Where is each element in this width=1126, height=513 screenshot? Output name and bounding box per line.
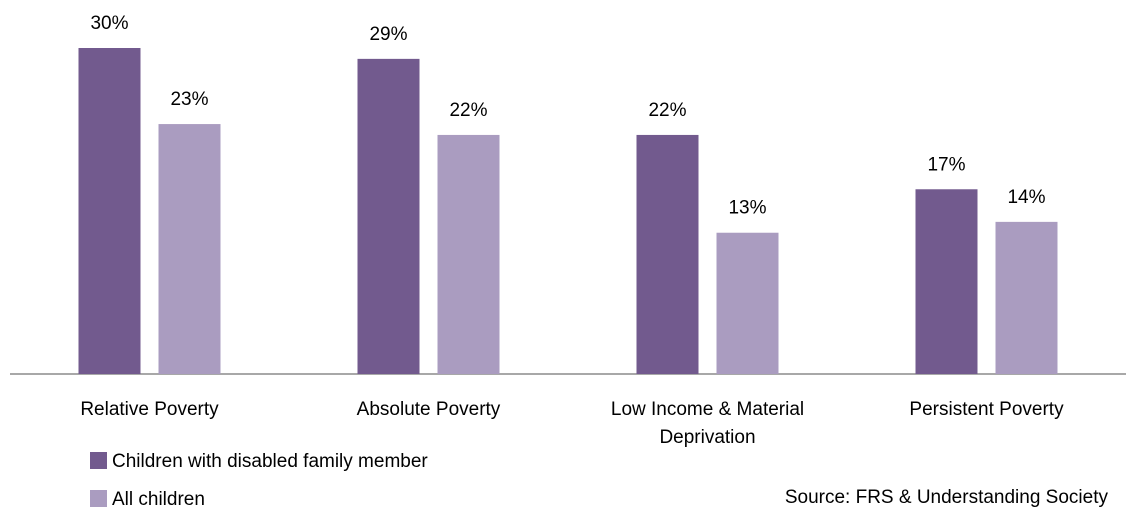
data-label: 22% — [648, 100, 686, 121]
bar — [437, 134, 500, 374]
legend-label: All children — [112, 489, 205, 510]
bar — [716, 232, 779, 374]
x-tick-label: Absolute Poverty — [356, 399, 501, 420]
data-label: 14% — [1007, 187, 1045, 208]
x-tick-label: Relative Poverty — [80, 399, 219, 420]
data-label: 29% — [369, 24, 407, 45]
bar — [915, 189, 978, 374]
bar — [357, 58, 420, 374]
bar — [158, 124, 221, 374]
data-label: 23% — [170, 89, 208, 110]
bar — [78, 48, 141, 374]
bar — [995, 221, 1058, 374]
data-label: 30% — [90, 13, 128, 34]
data-label: 13% — [728, 198, 766, 219]
bar — [636, 134, 699, 374]
legend-label: Children with disabled family member — [112, 451, 428, 472]
x-tick-label: Persistent Poverty — [909, 399, 1064, 420]
x-tick-label: Low Income & Material Deprivation — [610, 399, 805, 448]
source-note: Source: FRS & Understanding Society — [785, 487, 1109, 508]
legend-swatch — [90, 490, 107, 507]
legend-swatch — [90, 452, 107, 469]
data-label: 22% — [449, 100, 487, 121]
data-label: 17% — [927, 154, 965, 175]
